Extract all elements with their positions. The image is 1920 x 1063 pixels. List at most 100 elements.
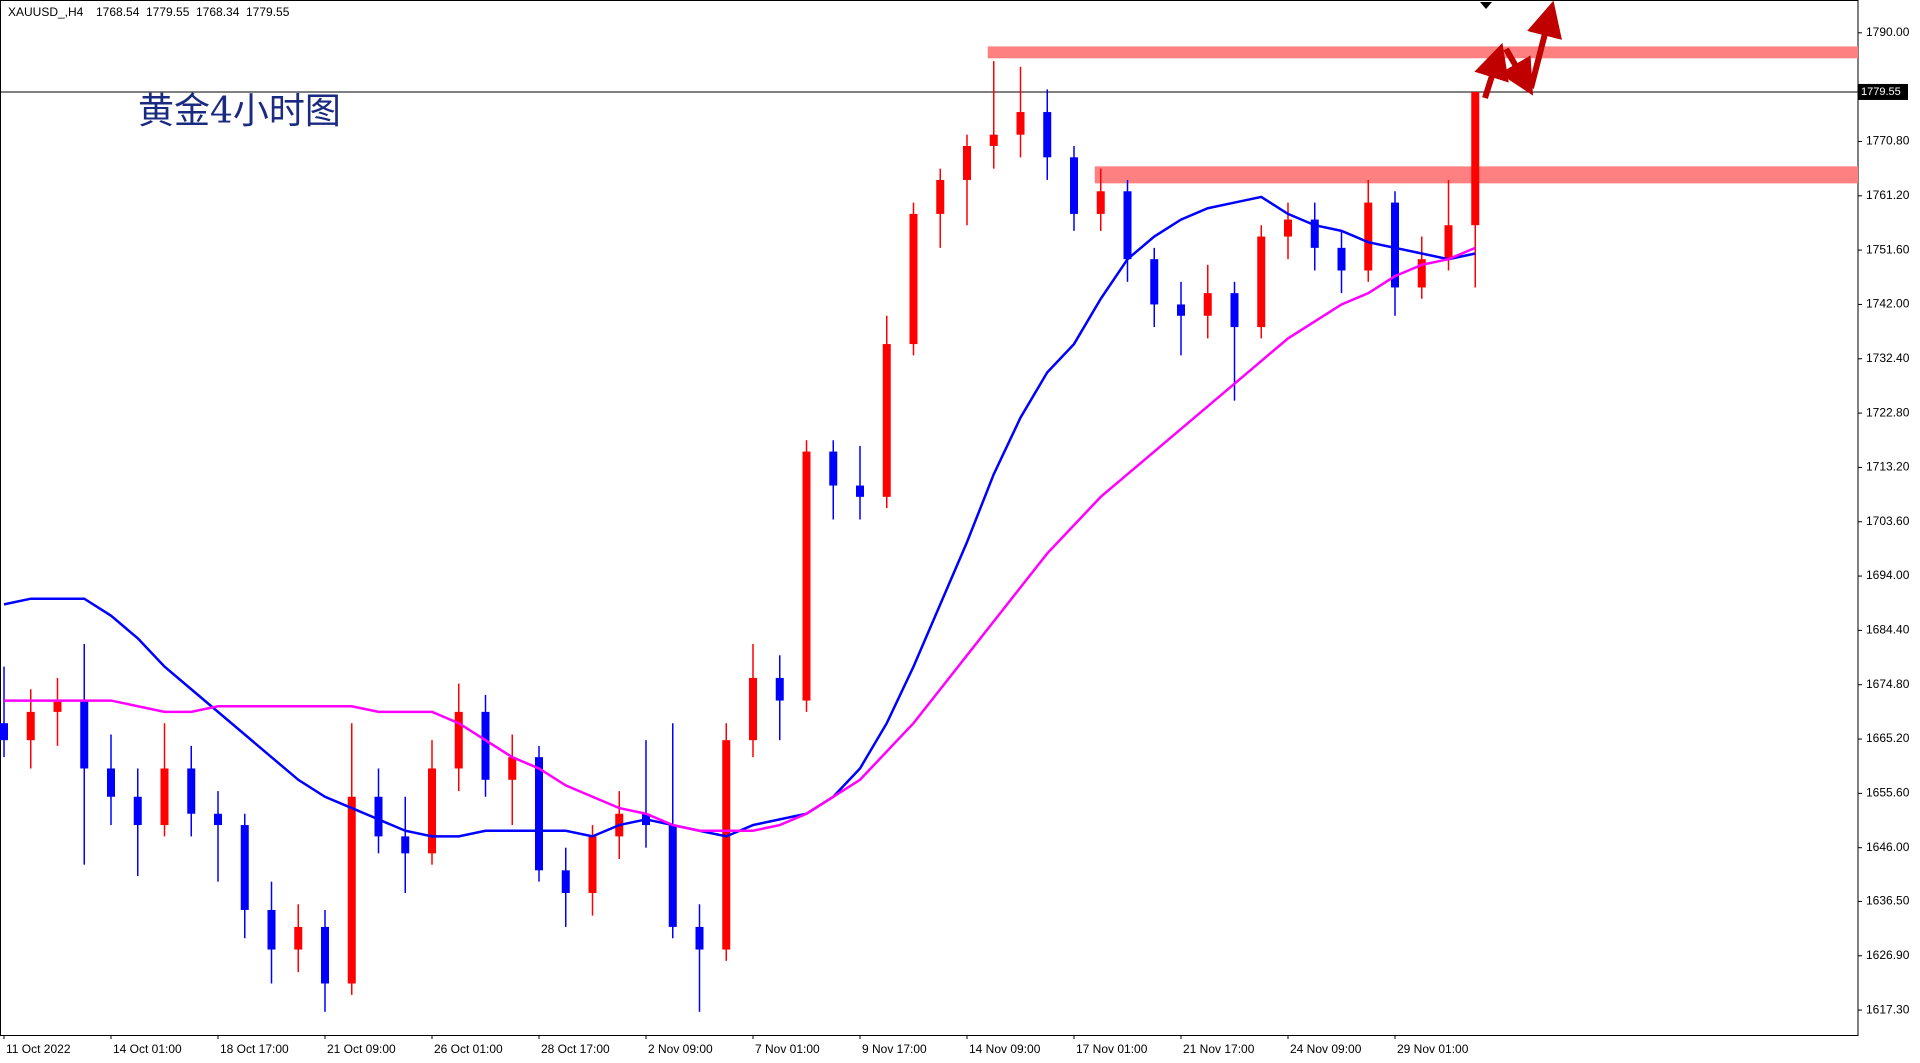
header-high: 1779.55 xyxy=(146,5,190,19)
candle-body xyxy=(535,757,543,871)
x-tick-label: 17 Nov 01:00 xyxy=(1076,1042,1148,1056)
candle-body xyxy=(428,768,436,854)
candle-body xyxy=(963,145,971,180)
candle-body xyxy=(1391,202,1399,288)
x-tick-label: 26 Oct 01:00 xyxy=(434,1042,503,1056)
x-tick-label: 29 Nov 01:00 xyxy=(1397,1042,1469,1056)
x-tick-label: 14 Oct 01:00 xyxy=(113,1042,182,1056)
x-tick-label: 2 Nov 09:00 xyxy=(648,1042,713,1056)
candle-body xyxy=(989,134,998,146)
y-tick-label: 1770.80 xyxy=(1866,134,1910,148)
y-tick-label: 1761.20 xyxy=(1866,188,1910,202)
resistance-zone xyxy=(987,46,1858,59)
candle-body xyxy=(695,926,704,950)
candle-body xyxy=(1203,293,1212,316)
y-tick-label: 1636.50 xyxy=(1866,894,1910,908)
candle-body xyxy=(1230,293,1239,328)
candle-body xyxy=(481,711,490,780)
candle-body xyxy=(401,836,410,854)
candle-body xyxy=(856,485,864,497)
candle-body xyxy=(214,813,222,826)
x-tick-label: 18 Oct 17:00 xyxy=(220,1042,289,1056)
candle-body xyxy=(1364,202,1373,271)
candle-body xyxy=(1043,112,1052,158)
candle-body xyxy=(1284,219,1292,237)
x-tick-label: 14 Nov 09:00 xyxy=(969,1042,1041,1056)
candle-body xyxy=(26,711,35,741)
y-tick-label: 1694.00 xyxy=(1866,568,1910,582)
candle-body xyxy=(775,677,784,701)
price-label-box xyxy=(1858,83,1908,100)
candle-body xyxy=(588,836,597,893)
y-tick-label: 1703.60 xyxy=(1866,514,1910,528)
candle-body xyxy=(749,677,757,741)
candle-body xyxy=(1417,259,1426,288)
moving-average xyxy=(4,246,1476,832)
y-tick-label: 1655.60 xyxy=(1866,786,1910,800)
candle-body xyxy=(668,825,677,927)
candle-body xyxy=(107,768,115,797)
plot-frame xyxy=(0,0,1859,1036)
header-low: 1768.34 xyxy=(196,5,240,19)
x-tick-label: 28 Oct 17:00 xyxy=(541,1042,610,1056)
candle-body xyxy=(53,700,62,712)
y-tick-label: 1751.60 xyxy=(1866,242,1910,256)
chart-title: 黄金4小时图 xyxy=(138,91,341,132)
candle-body xyxy=(1177,304,1185,316)
candle-body xyxy=(508,757,517,780)
y-tick-label: 1713.20 xyxy=(1866,460,1910,474)
y-tick-label: 1732.40 xyxy=(1866,351,1910,365)
candle-body xyxy=(80,700,89,769)
header-close: 1779.55 xyxy=(246,5,290,19)
symbol: XAUUSD_,H4 xyxy=(8,5,84,19)
price-label: 1779.55 xyxy=(1861,86,1901,98)
y-tick-label: 1646.00 xyxy=(1866,840,1910,854)
candle-body xyxy=(321,926,329,984)
x-tick-label: 24 Nov 09:00 xyxy=(1290,1042,1362,1056)
candle-body xyxy=(187,768,196,814)
candle-body xyxy=(722,740,731,950)
x-tick-label: 9 Nov 17:00 xyxy=(862,1042,927,1056)
candle-body xyxy=(1337,247,1346,271)
candle-body xyxy=(936,179,945,214)
x-tick-label: 11 Oct 2022 xyxy=(6,1042,71,1056)
x-tick-label: 21 Nov 17:00 xyxy=(1183,1042,1255,1056)
candle-body xyxy=(829,451,838,486)
arrows xyxy=(1474,0,1562,99)
y-tick-label: 1674.80 xyxy=(1866,677,1910,691)
y-tick-label: 1665.20 xyxy=(1866,731,1910,745)
candle-body xyxy=(240,825,249,910)
candle-body xyxy=(561,870,570,893)
x-tick-label: 7 Nov 01:00 xyxy=(755,1042,820,1056)
plot-area xyxy=(0,46,1858,1012)
x-tick-label: 21 Oct 09:00 xyxy=(327,1042,396,1056)
candle-body xyxy=(294,926,303,950)
candle-body xyxy=(1310,219,1319,248)
candle-body xyxy=(1150,259,1159,305)
y-tick-label: 1617.30 xyxy=(1866,1002,1910,1016)
candle-body xyxy=(454,711,463,769)
candle-body xyxy=(374,796,383,837)
candle-body xyxy=(1016,112,1025,135)
candle-body xyxy=(0,723,8,741)
y-tick-label: 1626.90 xyxy=(1866,948,1910,962)
y-tick-label: 1722.80 xyxy=(1866,405,1910,419)
overlay: 1779.55 xyxy=(1858,83,1908,100)
y-tick-label: 1684.40 xyxy=(1866,623,1910,637)
candle-body xyxy=(1471,91,1480,226)
arrow xyxy=(1527,0,1562,89)
header-open: 1768.54 xyxy=(96,5,140,19)
candle-body xyxy=(347,796,356,984)
candle-body xyxy=(267,909,276,950)
candle-body xyxy=(1096,191,1105,214)
arrow xyxy=(1474,42,1509,99)
candle-body xyxy=(1444,225,1453,260)
moving-average xyxy=(3,195,1476,838)
y-tick-label: 1790.00 xyxy=(1866,25,1910,39)
candle-body xyxy=(160,768,169,826)
candle-body xyxy=(1123,191,1132,260)
candle-body xyxy=(909,213,918,345)
y-tick-label: 1742.00 xyxy=(1866,297,1910,311)
candle-body xyxy=(1257,236,1266,328)
